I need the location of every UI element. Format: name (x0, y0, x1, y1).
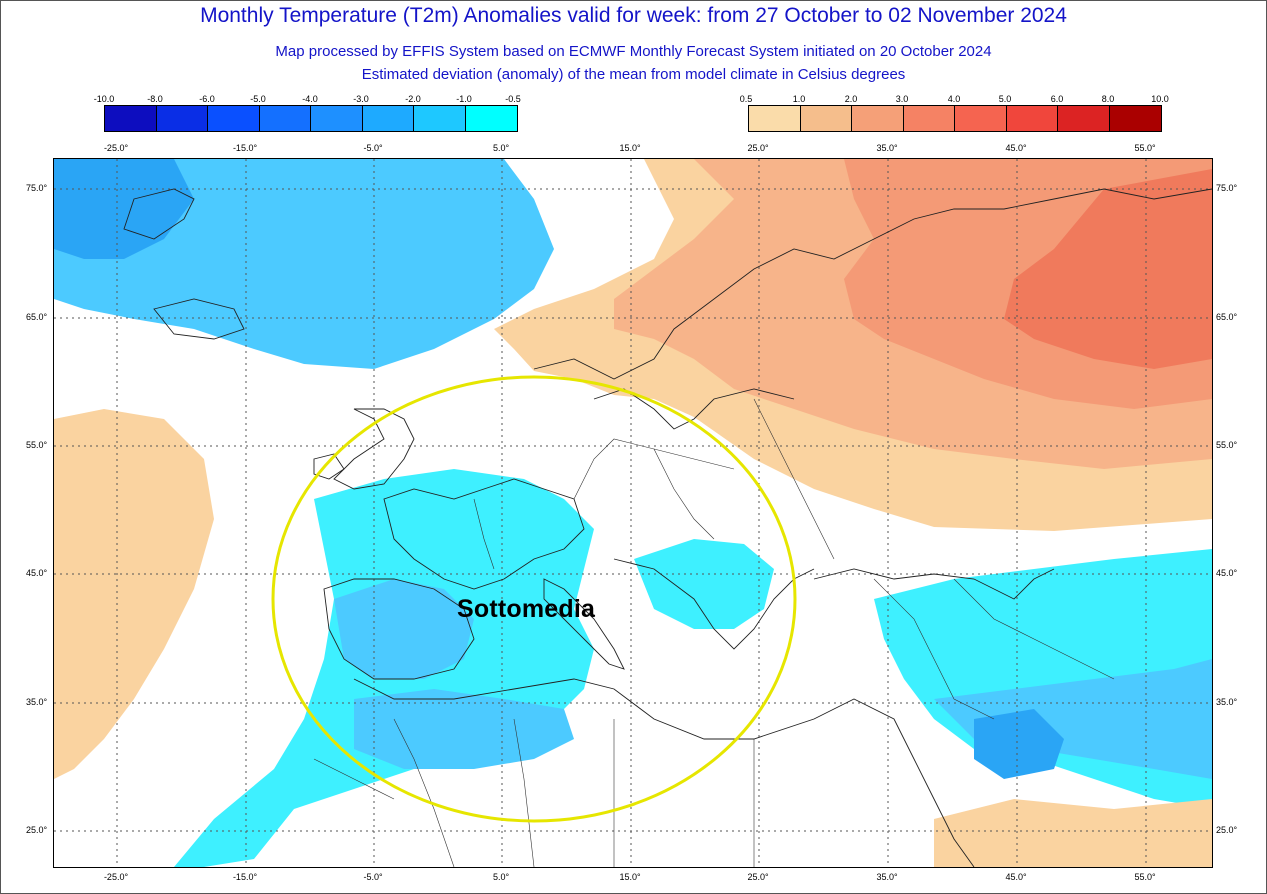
lon-label-bottom: 25.0° (747, 872, 769, 882)
lat-label-right: 35.0° (1216, 697, 1238, 707)
anomaly-region-cold-arabia (974, 709, 1064, 779)
lon-label-bottom: -15.0° (232, 872, 258, 882)
anomaly-region-cold-greenland (54, 159, 194, 259)
legend-warm-label: 2.0 (844, 94, 858, 104)
country-borders (313, 398, 1115, 867)
legend-warm-swatch (1109, 106, 1161, 131)
legend-warm-colorbar (748, 105, 1162, 132)
lon-label-bottom: 35.0° (876, 872, 898, 882)
legend-warm-swatch (1058, 106, 1110, 131)
lat-label-left: 25.0° (26, 825, 48, 835)
legend-cold-label: -0.5 (505, 94, 521, 104)
graticule (54, 159, 1212, 867)
lat-label-left: 65.0° (26, 312, 48, 322)
legend-warm-label: 10.0 (1151, 94, 1169, 104)
legend-cold-swatch (208, 106, 260, 131)
legend-cold-label: -3.0 (353, 94, 369, 104)
lon-label-bottom: -5.0° (363, 872, 383, 882)
legend-cold-swatch (156, 106, 208, 131)
lon-label-top: -15.0° (232, 143, 258, 153)
anomaly-region-atlantic-peach (54, 409, 214, 779)
annotation-circle (271, 375, 797, 823)
lon-label-top: 15.0° (619, 143, 641, 153)
lat-label-right: 65.0° (1216, 312, 1238, 322)
legend-warm-swatch (749, 106, 801, 131)
legend-cold-label: -1.0 (456, 94, 472, 104)
lat-label-left: 35.0° (26, 697, 48, 707)
legend-warm-swatch (852, 106, 904, 131)
annotation-label: Sottomedia (457, 595, 596, 623)
legend-cold-swatch (259, 106, 311, 131)
anomaly-region-cold-iberia (334, 579, 474, 679)
coastlines (123, 188, 1212, 867)
legend-warm-label: 8.0 (1101, 94, 1115, 104)
legend-cold-swatch (362, 106, 414, 131)
legend-warm-swatch (800, 106, 852, 131)
legend-cold-label: -4.0 (302, 94, 318, 104)
anomaly-map-svg (54, 159, 1212, 867)
lon-label-bottom: -25.0° (103, 872, 129, 882)
legend-warm-label: 0.5 (739, 94, 753, 104)
legend-cold-label: -10.0 (93, 94, 115, 104)
legend-warm-label: 4.0 (947, 94, 961, 104)
legend-cold-label: -5.0 (250, 94, 266, 104)
lon-label-top: 45.0° (1005, 143, 1027, 153)
lat-label-left: 75.0° (26, 183, 48, 193)
legend-warm-swatch (903, 106, 955, 131)
lon-label-top: -5.0° (363, 143, 383, 153)
legend-warm-label: 3.0 (895, 94, 909, 104)
anomaly-region-warm-south-peach (934, 799, 1212, 867)
lon-label-top: 55.0° (1134, 143, 1156, 153)
lon-label-bottom: 55.0° (1134, 872, 1156, 882)
legend-warm-label: 1.0 (792, 94, 806, 104)
lat-label-left: 45.0° (26, 568, 48, 578)
map-title: Monthly Temperature (T2m) Anomalies vali… (200, 4, 1067, 27)
lon-label-bottom: 15.0° (619, 872, 641, 882)
anomaly-region-warm-red-orange (1004, 169, 1212, 369)
lon-label-top: 5.0° (492, 143, 510, 153)
legend-warm-swatch (1006, 106, 1058, 131)
map-subtitle-units: Estimated deviation (anomaly) of the mea… (361, 66, 906, 83)
anomaly-map (53, 158, 1213, 868)
legend-cold-colorbar (104, 105, 518, 132)
legend-cold-swatch (465, 106, 517, 131)
legend-warm-swatch (955, 106, 1007, 131)
lon-label-top: 35.0° (876, 143, 898, 153)
lat-label-right: 25.0° (1216, 825, 1238, 835)
anomaly-region-cold-balkans (634, 539, 774, 629)
lon-label-top: 25.0° (747, 143, 769, 153)
anomaly-region-cold-middle-east-core (934, 659, 1212, 779)
lon-label-bottom: 45.0° (1005, 872, 1027, 882)
lat-label-right: 75.0° (1216, 183, 1238, 193)
legend-cold-label: -8.0 (147, 94, 163, 104)
legend-warm-label: 6.0 (1050, 94, 1064, 104)
lon-label-top: -25.0° (103, 143, 129, 153)
legend-warm-label: 5.0 (998, 94, 1012, 104)
legend-cold-swatch (311, 106, 363, 131)
lat-label-right: 55.0° (1216, 440, 1238, 450)
legend-cold-label: -2.0 (405, 94, 421, 104)
legend-cold-label: -6.0 (199, 94, 215, 104)
lat-label-left: 55.0° (26, 440, 48, 450)
lon-label-bottom: 5.0° (492, 872, 510, 882)
map-subtitle-processing: Map processed by EFFIS System based on E… (275, 43, 992, 60)
legend-cold-swatch (105, 106, 157, 131)
lat-label-right: 45.0° (1216, 568, 1238, 578)
legend-cold-swatch (414, 106, 466, 131)
